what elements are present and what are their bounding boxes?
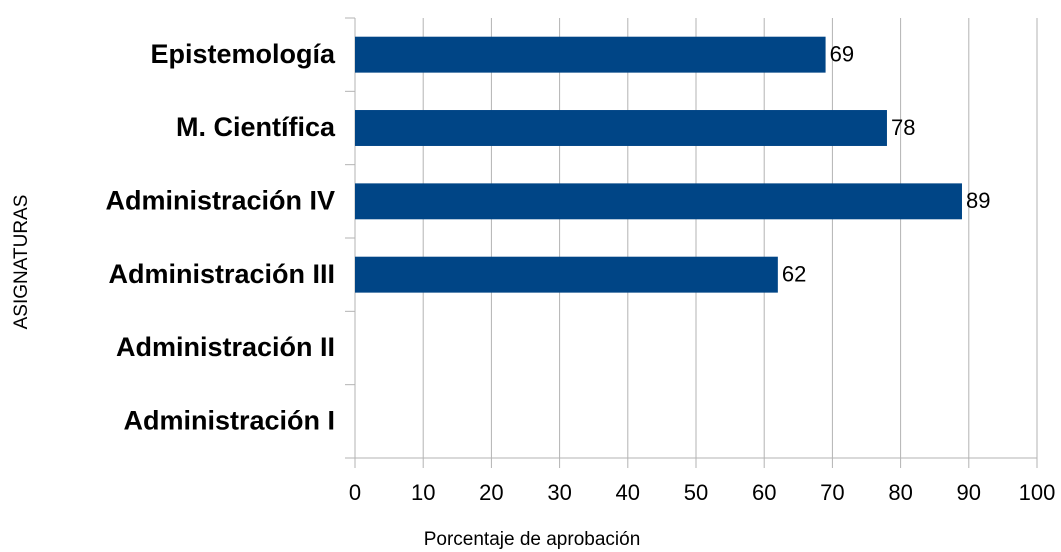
y-tick-label: Administración IV bbox=[105, 185, 335, 215]
data-label: 78 bbox=[891, 115, 915, 140]
x-axis-title: Porcentaje de aprobación bbox=[424, 529, 641, 550]
x-tick-label: 0 bbox=[349, 480, 361, 505]
x-tick-label: 20 bbox=[479, 480, 503, 505]
x-tick-label: 10 bbox=[411, 480, 435, 505]
x-tick-label: 80 bbox=[888, 480, 912, 505]
data-label: 62 bbox=[782, 261, 806, 286]
x-tick-label: 40 bbox=[616, 480, 640, 505]
x-tick-label: 30 bbox=[547, 480, 571, 505]
bar bbox=[355, 110, 887, 146]
data-label: 69 bbox=[830, 41, 854, 66]
bar bbox=[355, 183, 962, 220]
y-tick-label: Administración I bbox=[123, 405, 335, 435]
x-tick-label: 50 bbox=[684, 480, 708, 505]
bar bbox=[355, 36, 826, 73]
x-tick-label: 90 bbox=[957, 480, 981, 505]
y-axis-title: ASIGNATURAS bbox=[11, 195, 32, 330]
y-tick-label: Administración II bbox=[116, 332, 335, 362]
y-tick-label: Administración III bbox=[108, 259, 335, 289]
y-tick-label: M. Científica bbox=[176, 112, 336, 142]
x-tick-label: 60 bbox=[752, 480, 776, 505]
y-tick-label: Epistemología bbox=[150, 39, 336, 69]
x-tick-label: 100 bbox=[1019, 480, 1056, 505]
x-tick-label: 70 bbox=[820, 480, 844, 505]
data-label: 89 bbox=[966, 188, 990, 213]
bar bbox=[355, 256, 778, 293]
